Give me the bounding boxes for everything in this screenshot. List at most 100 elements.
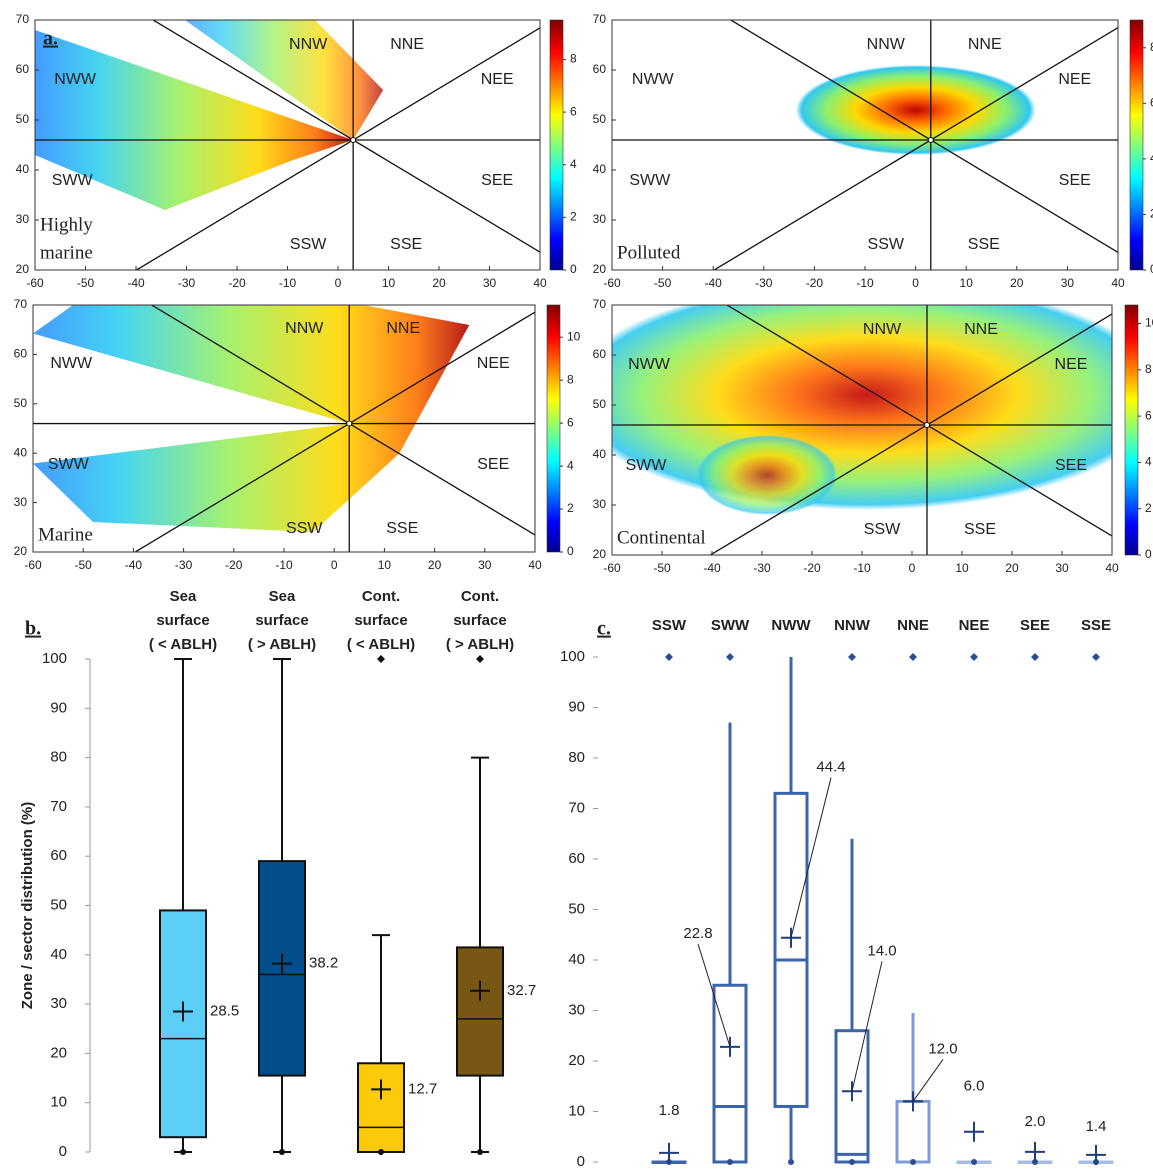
center-marker <box>924 422 930 428</box>
sector-label: NNE <box>386 320 420 337</box>
x-tick-label: 20 <box>432 276 446 290</box>
mean-marker <box>470 980 490 1001</box>
y-tick-label: 30 <box>593 212 607 226</box>
y-tick-label: 40 <box>593 162 607 176</box>
category-label: ( > ABLH) <box>446 636 514 653</box>
sector-label: NNE <box>964 321 998 338</box>
colorbar-tick-label: 6 <box>1150 96 1153 110</box>
y-tick-label: 30 <box>50 995 67 1012</box>
y-tick-label: 30 <box>16 212 30 226</box>
box <box>159 909 207 1139</box>
sector-label: NWW <box>632 71 675 88</box>
sector-label: SWW <box>48 456 90 473</box>
x-tick-label: 20 <box>428 558 442 572</box>
x-tick-label: -60 <box>24 558 42 572</box>
colorbar-tick-label: 0 <box>570 262 577 276</box>
x-tick-label: 0 <box>335 276 342 290</box>
x-tick-label: -50 <box>77 276 95 290</box>
category-label: NNE <box>897 617 929 634</box>
y-tick-label: 20 <box>14 544 28 558</box>
y-tick-label: 50 <box>50 896 67 913</box>
x-tick-label: 40 <box>1111 276 1125 290</box>
y-tick-label: 100 <box>560 648 585 665</box>
x-tick-label: 30 <box>483 276 497 290</box>
category-label: Sea <box>170 588 197 605</box>
x-tick-label: -10 <box>275 558 293 572</box>
y-tick-label: 10 <box>50 1094 67 1111</box>
x-tick-label: -30 <box>755 276 773 290</box>
colorbar-tick-label: 8 <box>567 372 574 386</box>
sector-label: NWW <box>54 71 97 88</box>
x-tick-label: 10 <box>378 558 392 572</box>
category-label: SSW <box>652 617 687 634</box>
y-tick-label: 10 <box>568 1102 585 1119</box>
y-tick-label: 20 <box>16 262 30 276</box>
panel-label: c. <box>597 618 611 640</box>
x-tick-label: -30 <box>178 276 196 290</box>
sector-label: SSW <box>868 236 905 253</box>
y-tick-label: 80 <box>568 749 585 766</box>
panel-name: Marine <box>38 524 93 545</box>
outlier <box>970 653 978 661</box>
y-tick-label: 100 <box>42 650 67 667</box>
sector-label: SEE <box>1059 172 1091 189</box>
sector-label: SSE <box>964 521 996 538</box>
mean-marker <box>1025 1141 1045 1162</box>
mean-label: 14.0 <box>867 942 896 959</box>
y-tick-label: 50 <box>593 397 607 411</box>
y-tick-label: 70 <box>16 12 30 26</box>
center-marker <box>927 137 934 143</box>
category-label: ( > ABLH) <box>248 636 316 653</box>
x-tick-label: -10 <box>856 276 874 290</box>
outlier <box>1092 653 1100 661</box>
x-tick-label: 0 <box>909 561 916 575</box>
x-tick-label: 10 <box>960 276 974 290</box>
sector-label: SSW <box>286 520 323 537</box>
min-marker <box>378 1149 384 1155</box>
category-label: SEE <box>1020 617 1050 634</box>
panel-name: Polluted <box>617 242 681 263</box>
category-label: surface <box>354 612 407 629</box>
x-tick-label: 40 <box>533 276 547 290</box>
sector-label: SWW <box>626 457 668 474</box>
colorbar-tick-label: 0 <box>567 544 574 558</box>
sector-label: NNW <box>289 36 328 53</box>
x-tick-label: 10 <box>955 561 969 575</box>
colorbar-tick-label: 2 <box>1150 207 1153 221</box>
x-tick-label: -60 <box>26 276 44 290</box>
y-tick-label: 50 <box>14 396 28 410</box>
y-tick-label: 70 <box>50 798 67 815</box>
heatmap-image <box>795 65 1036 155</box>
y-tick-label: 50 <box>568 900 585 917</box>
outlier <box>665 653 673 661</box>
x-tick-label: 40 <box>1105 561 1119 575</box>
category-label: ( < ABLH) <box>149 636 217 653</box>
callout <box>790 777 832 938</box>
sector-label: SSW <box>864 521 901 538</box>
sector-label: SSE <box>386 520 418 537</box>
colorbar-tick-label: 4 <box>1150 151 1153 165</box>
y-tick-label: 0 <box>577 1153 585 1166</box>
category-label: SSE <box>1081 617 1111 634</box>
colorbar <box>1124 304 1139 556</box>
sector-label: NEE <box>481 71 514 88</box>
mean-label: 1.8 <box>659 1102 680 1119</box>
mean-marker <box>371 1079 391 1100</box>
sector-label: NNE <box>968 36 1002 53</box>
x-tick-label: -20 <box>803 561 821 575</box>
x-tick-label: -60 <box>603 276 621 290</box>
x-tick-label: -20 <box>228 276 246 290</box>
map-panel <box>33 305 535 552</box>
callout <box>851 961 883 1092</box>
mean-label: 32.7 <box>507 982 536 999</box>
outlier <box>476 655 484 663</box>
mean-label: 12.7 <box>408 1080 437 1097</box>
y-tick-label: 60 <box>593 347 607 361</box>
category-label: surface <box>453 612 506 629</box>
sector-label: SSE <box>968 236 1000 253</box>
category-label: surface <box>156 612 209 629</box>
sector-label: NNW <box>285 320 324 337</box>
colorbar-tick-label: 0 <box>1145 547 1152 561</box>
x-tick-label: 20 <box>1005 561 1019 575</box>
colorbar-tick-label: 8 <box>1150 40 1153 54</box>
